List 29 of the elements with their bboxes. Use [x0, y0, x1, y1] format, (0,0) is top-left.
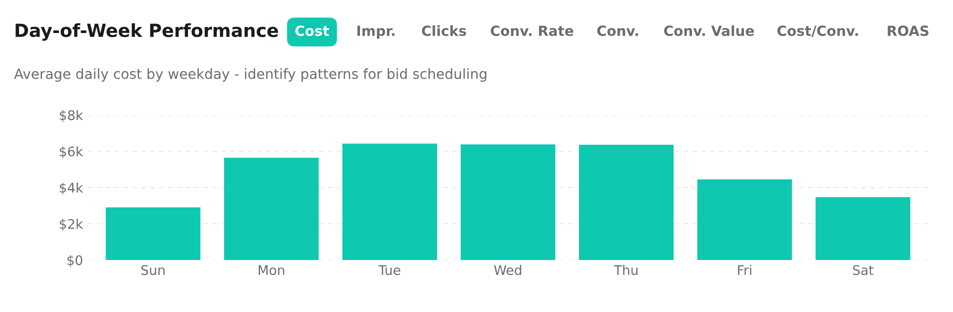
x-tick-label: Thu [614, 264, 638, 276]
chart-title: Day-of-Week Performance [16, 23, 278, 41]
x-tick-label: Fri [738, 264, 752, 275]
x-tick-label: Mon [258, 265, 284, 276]
y-tick-label: $2k [60, 218, 84, 231]
y-tick-label: $4k [60, 182, 84, 194]
text: Conv. Rate [490, 26, 574, 36]
text: Impr. [357, 26, 394, 39]
chart-subtitle: Average daily cost by weekday - identify patterns for bid scheduling [14, 68, 486, 82]
bar [816, 197, 910, 260]
text: Cost/Conv. [777, 26, 858, 38]
bar [342, 144, 438, 260]
bar [578, 144, 674, 260]
bar [460, 144, 556, 260]
x-tick-label: Wed [494, 264, 522, 276]
bar [224, 158, 319, 260]
y-tick-label: $8k [60, 110, 84, 122]
bar [106, 207, 200, 260]
x-tick-label: Tue [378, 265, 400, 276]
y-tick-label: $6k [60, 146, 84, 158]
x-tick-label: Sat [852, 265, 874, 276]
text: Clicks [422, 25, 466, 36]
y-tick-label: $0 [67, 254, 82, 267]
text: ROAS [888, 26, 928, 36]
text: Cost [295, 26, 330, 36]
text: Conv. [597, 26, 638, 36]
text: Conv. Value [664, 25, 754, 36]
bar [697, 179, 792, 260]
x-tick-label: Sun [141, 265, 164, 276]
